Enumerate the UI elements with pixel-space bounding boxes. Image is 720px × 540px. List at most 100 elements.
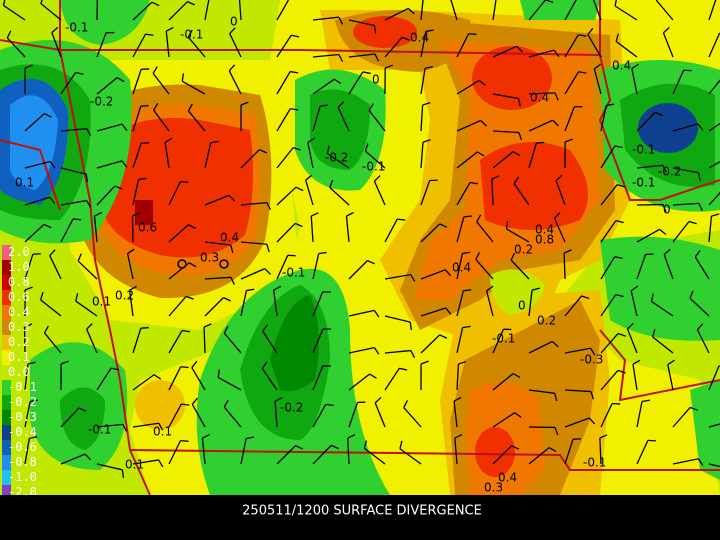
legend-label: 0.1 [8, 350, 30, 364]
contour-label: -0.1 [583, 456, 606, 470]
barb-shaft [420, 334, 441, 354]
barb-shaft [476, 221, 494, 243]
barb-shaft [276, 186, 297, 206]
barb-shaft [615, 40, 638, 58]
barb-shaft [238, 0, 242, 21]
legend-label: -0.1 [8, 380, 37, 394]
contour-label: 0.4 [530, 91, 549, 105]
barb-shaft [600, 145, 616, 169]
barb-shaft [348, 260, 368, 280]
barb-shaft [564, 417, 590, 428]
barb-flag [614, 0, 617, 7]
barb-flag [44, 113, 52, 118]
barb-flag [310, 212, 319, 217]
barb-flag [274, 397, 283, 402]
barb-flag [290, 70, 299, 74]
contour-label: 0.1 [125, 458, 144, 472]
barb-shaft [276, 34, 292, 58]
barb-shaft [312, 253, 320, 280]
barb-flag [410, 350, 416, 358]
legend-label: 0.2 [8, 335, 30, 349]
barb-flag [516, 45, 523, 53]
barb-flag [228, 64, 236, 72]
barb-flag [164, 137, 173, 143]
barb-flag [364, 143, 369, 152]
barb-flag [512, 372, 521, 379]
contour-label: 0.8 [535, 233, 554, 247]
barb-flag [129, 285, 137, 291]
barb-flag [203, 323, 212, 328]
contour-label: 0.2 [115, 289, 134, 303]
barb-shaft [274, 401, 278, 428]
barb-flag [588, 417, 596, 425]
barb-flag [463, 215, 472, 218]
barb-shaft [636, 164, 663, 169]
barb-shaft [636, 254, 647, 280]
barb-flag [187, 103, 193, 112]
barb-shaft [486, 290, 494, 317]
barb-shaft [564, 389, 591, 393]
barb-shaft [96, 367, 112, 391]
barb-shaft [600, 220, 617, 243]
barb-flag [151, 1, 160, 7]
barb-flag [180, 180, 189, 183]
barb-shaft [132, 459, 159, 465]
barb-shaft [3, 4, 26, 21]
barb-shaft [24, 254, 34, 280]
barb-shaft [614, 5, 638, 21]
barb-shaft [132, 143, 142, 169]
barb-flag [121, 160, 128, 168]
barb-shaft [663, 254, 674, 280]
legend-swatch [2, 245, 11, 260]
barb-shaft [228, 70, 242, 95]
barb-shaft [132, 69, 142, 95]
contour-label: -0.1 [282, 266, 305, 280]
legend-label: 0.6 [8, 290, 30, 304]
barb-shaft [420, 269, 446, 280]
barb-flag [694, 250, 701, 258]
barb-flag [654, 111, 663, 117]
barb-shaft [600, 403, 613, 428]
barb-shaft [555, 180, 566, 206]
barb-flag [444, 269, 452, 277]
barb-flag [24, 286, 33, 291]
barb-shaft [420, 180, 431, 206]
barb-shaft [708, 0, 717, 21]
barb-flag [554, 393, 558, 402]
barb-flag [140, 105, 149, 107]
barb-flag [305, 174, 313, 181]
barb-flag [554, 92, 559, 101]
barb-shaft [492, 328, 505, 354]
barb-flag [246, 288, 255, 292]
barb-shaft [60, 72, 77, 95]
contour-label: 0.2 [537, 314, 556, 328]
barb-flag [453, 396, 462, 402]
barb-flag [536, 141, 545, 144]
barb-shaft [373, 180, 386, 206]
barb-flag [49, 249, 56, 257]
barb-flag [30, 399, 39, 403]
barb-flag [554, 427, 559, 436]
barb-flag [688, 220, 697, 225]
barb-shaft [528, 119, 553, 132]
barb-flag [114, 185, 123, 190]
barb-flag [318, 251, 327, 255]
barb-flag [51, 26, 59, 34]
barb-shaft [96, 77, 118, 95]
barb-shaft [312, 444, 332, 465]
barb-flag [86, 128, 92, 137]
barb-flag [240, 101, 249, 106]
barb-flag [294, 222, 303, 228]
barb-shaft [132, 105, 142, 132]
barb-flag [230, 277, 235, 285]
legend-swatch [2, 335, 11, 350]
barb-flag [564, 138, 573, 143]
barb-shaft [24, 113, 45, 132]
barb-shaft [662, 32, 674, 58]
barb-flag [368, 103, 374, 111]
barb-shaft [204, 297, 224, 317]
barb-shaft [24, 160, 51, 169]
legend-swatch [2, 260, 11, 275]
barb-flag [667, 359, 675, 366]
barb-flag [477, 151, 485, 157]
